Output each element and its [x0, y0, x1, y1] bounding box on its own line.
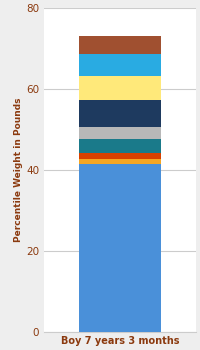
- Bar: [79, 159, 161, 164]
- Bar: [79, 54, 161, 76]
- Bar: [79, 164, 161, 332]
- Y-axis label: Percentile Weight in Pounds: Percentile Weight in Pounds: [14, 98, 23, 242]
- Bar: [79, 36, 161, 54]
- Bar: [79, 100, 161, 127]
- Bar: [79, 127, 161, 139]
- Bar: [79, 153, 161, 159]
- Bar: [79, 76, 161, 100]
- Bar: [79, 139, 161, 153]
